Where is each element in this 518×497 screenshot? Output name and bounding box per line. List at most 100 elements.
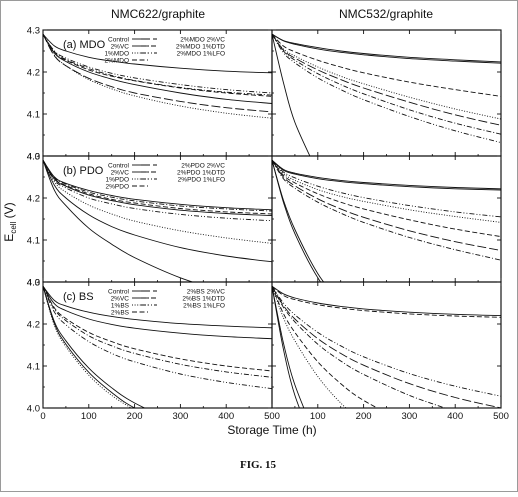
panel-3: 4.04.14.24.3(b) PDO Control2%VC1%PDO2%PDO… <box>27 152 273 289</box>
series-line-7 <box>43 159 272 212</box>
y-tick-label: 4.2 <box>27 68 40 79</box>
series-line-5 <box>43 33 272 113</box>
legend-entry-label: 2%PDO 2%VC <box>181 163 225 170</box>
series-line-3 <box>43 33 272 119</box>
y-tick-label: 4.0 <box>27 404 40 415</box>
series-line-4 <box>43 160 194 282</box>
series-group <box>272 159 501 282</box>
series-line-1 <box>272 285 501 317</box>
series-line-4 <box>43 286 136 408</box>
legend-entry-label: 2%MDO 2%VC <box>180 37 225 44</box>
y-tick-label: 4.3 <box>27 152 40 163</box>
series-line-8 <box>272 285 501 397</box>
legend-entry-label: 2%VC <box>111 170 130 177</box>
legend-entry-label: 2%MDO <box>104 58 129 65</box>
series-line-6 <box>43 285 272 372</box>
series-line-3 <box>43 160 272 263</box>
x-tick-label: 400 <box>447 411 463 422</box>
legend-entry-label: 2%PDO <box>106 184 129 191</box>
panel-5: 0 100 200 300 400 500 4.0 4.1 4.2 4.3 (c) BS Contro… <box>27 278 280 423</box>
legend-entry-label: Control <box>108 289 130 296</box>
series-line-2 <box>272 285 501 318</box>
series-line-2 <box>272 159 501 191</box>
x-tick-label: 0 <box>40 411 45 422</box>
y-tick-label: 4.3 <box>27 26 40 37</box>
legend-entry-label: 2%BS 2%VC <box>187 289 226 296</box>
series-line-6 <box>272 33 501 126</box>
y-tick-label: 4.0 <box>27 152 40 163</box>
legend-entry-label: 2%PDO 1%DTD <box>177 170 225 177</box>
series-line-8 <box>43 286 272 390</box>
panel-2 <box>271 29 502 157</box>
y-axis-label-main: E <box>2 234 16 242</box>
series-line-5 <box>43 159 272 244</box>
series-line-1 <box>43 159 272 211</box>
y-tick-label: 4.1 <box>27 362 40 373</box>
x-tick-label: 300 <box>172 411 188 422</box>
legend-entry-label: Control <box>108 163 130 170</box>
legend-entry-label: 2%BS 1%LFO <box>183 303 225 310</box>
series-line-1 <box>43 285 272 329</box>
series-line-6 <box>43 159 272 215</box>
series-line-3 <box>272 286 300 408</box>
series-line-7 <box>43 33 272 94</box>
x-tick-label: 200 <box>127 411 143 422</box>
y-axis-label: Ecell (V) <box>2 202 18 241</box>
series-line-1 <box>272 33 501 63</box>
series-line-1 <box>43 33 272 74</box>
series-line-1 <box>272 159 501 190</box>
x-tick-label: 400 <box>218 411 234 422</box>
figure-caption: FIG. 15 <box>240 459 277 471</box>
y-tick-label: 4.2 <box>27 194 40 205</box>
panel-label: (a) MDO <box>63 39 106 51</box>
x-tick-label: 100 <box>81 411 97 422</box>
x-tick-label: 100 <box>310 411 326 422</box>
legend-entry-label: 2%PDO 1%LFO <box>178 177 225 184</box>
series-line-7 <box>272 159 501 251</box>
y-axis-label-subscript: cell <box>9 221 18 233</box>
y-tick-label: 4.1 <box>27 236 40 247</box>
panel-label: (b) PDO <box>63 165 104 177</box>
y-axis-label-unit: (V) <box>2 202 16 221</box>
y-tick-label: 4.0 <box>27 278 40 289</box>
series-line-6 <box>43 33 272 96</box>
series-group <box>272 285 501 408</box>
y-tick-label: 4.3 <box>27 278 40 289</box>
legend-entry-label: 1%PDO <box>106 177 129 184</box>
legend-entry-label: Control <box>108 37 130 44</box>
series-group <box>272 33 501 156</box>
legend-entry-label: 2%BS <box>111 310 130 317</box>
legend-entry-label: 2%VC <box>111 296 130 303</box>
series-line-4 <box>272 160 322 282</box>
series-group <box>43 285 272 408</box>
series-line-7 <box>272 33 501 135</box>
series-line-4 <box>272 286 305 408</box>
legend-entry-label: 1%BS <box>111 303 130 310</box>
series-line-5 <box>272 159 501 223</box>
panel-6: 100 200 300 400 500 <box>271 281 509 422</box>
y-tick-label: 4.1 <box>27 110 40 121</box>
series-line-2 <box>43 285 272 340</box>
legend-entry-label: 2%MDO 1%DTD <box>176 44 225 51</box>
series-line-6 <box>272 159 501 238</box>
series-line-3 <box>43 286 146 408</box>
series-line-8 <box>272 33 501 144</box>
series-line-4 <box>43 33 272 97</box>
column-title-right: NMC532/graphite <box>339 7 433 21</box>
series-line-3 <box>272 34 311 156</box>
column-title-left: NMC622/graphite <box>111 7 205 21</box>
series-line-8 <box>43 159 272 222</box>
series-group <box>43 33 272 119</box>
panel-label: (c) BS <box>63 291 94 303</box>
x-tick-label: 200 <box>356 411 372 422</box>
series-line-2 <box>272 33 501 64</box>
series-line-7 <box>43 285 272 378</box>
legend-entry-label: 2%BS 1%DTD <box>182 296 225 303</box>
series-line-4 <box>272 33 501 120</box>
